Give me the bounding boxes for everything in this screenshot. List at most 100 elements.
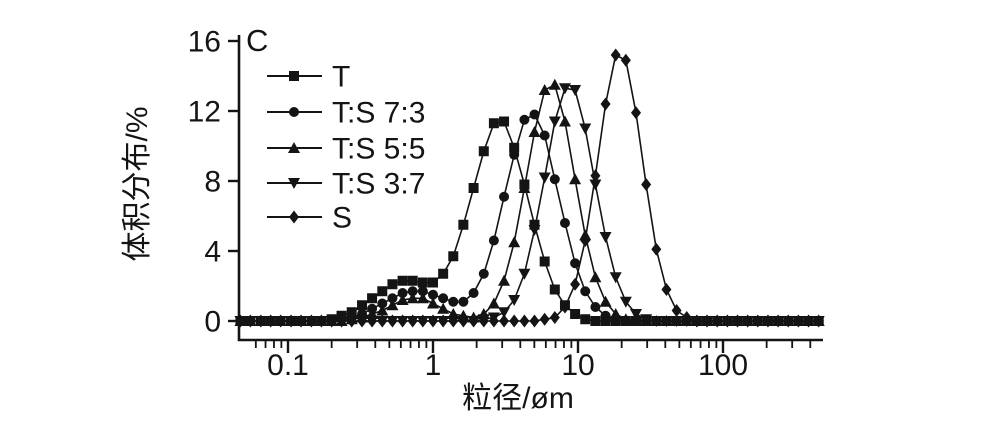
diamond-marker	[275, 314, 286, 328]
diamond-marker	[732, 314, 743, 328]
circle-marker	[458, 296, 469, 307]
square-marker	[367, 293, 378, 304]
diamond-marker	[316, 314, 327, 328]
triangle-down-marker	[569, 85, 582, 96]
diamond-marker	[458, 314, 469, 328]
triangle-up-marker	[569, 173, 582, 185]
triangle-up-marker	[386, 299, 399, 311]
legend-triangle-down-icon	[288, 178, 300, 189]
triangle-up-marker	[508, 236, 521, 248]
triangle-up-marker	[376, 304, 389, 316]
legend-circle-icon	[289, 107, 299, 117]
circle-marker	[529, 109, 540, 120]
triangle-up-marker	[609, 308, 622, 319]
diamond-marker	[631, 106, 642, 120]
circle-marker	[417, 286, 428, 297]
x-axis-title: 粒径/øm	[462, 382, 574, 415]
diamond-marker	[407, 314, 418, 328]
triangle-up-marker	[630, 315, 643, 326]
diamond-marker	[377, 314, 388, 328]
circle-marker	[509, 149, 520, 160]
diamond-marker	[712, 314, 723, 328]
triangle-down-marker	[650, 316, 663, 327]
x-tick-label: 0.1	[267, 349, 309, 382]
legend-item-T-S-5-5: T:S 5:5	[267, 133, 425, 166]
circle-marker	[488, 235, 499, 246]
legend-label: T:S 7:3	[332, 97, 425, 130]
diamond-marker	[286, 314, 297, 328]
square-marker	[387, 279, 398, 290]
triangle-up-marker	[437, 302, 450, 314]
x-tick-label: 100	[698, 349, 748, 382]
x-tick-label: 1	[425, 349, 442, 382]
triangle-up-marker	[406, 292, 419, 304]
legend-square-icon	[289, 71, 299, 81]
triangle-down-marker	[599, 232, 612, 243]
legend-triangle-up-icon	[288, 142, 300, 153]
diamond-marker	[651, 242, 662, 256]
triangle-down-marker	[640, 314, 653, 326]
diamond-marker	[549, 311, 560, 324]
diamond-marker	[762, 314, 773, 328]
diamond-marker	[417, 314, 428, 328]
triangle-down-marker	[579, 123, 592, 135]
square-marker	[509, 142, 520, 153]
diamond-marker	[600, 97, 611, 111]
diamond-marker	[509, 314, 520, 328]
legend-item-T-S-3-7: T:S 3:7	[267, 168, 425, 201]
diamond-marker	[570, 277, 581, 291]
triangle-down-marker	[660, 316, 673, 327]
circle-marker	[448, 296, 459, 307]
triangle-up-marker	[396, 294, 409, 305]
square-marker	[499, 116, 510, 127]
square-marker	[448, 251, 459, 262]
circle-marker	[499, 191, 510, 202]
triangle-down-marker	[538, 172, 551, 184]
legend-label: T	[332, 61, 350, 94]
triangle-down-marker	[558, 83, 571, 95]
triangle-up-marker	[589, 271, 602, 283]
diamond-marker	[326, 314, 337, 328]
triangle-down-marker	[548, 116, 561, 128]
triangle-up-marker	[427, 297, 439, 309]
legend-item-S: S	[267, 202, 352, 235]
axis-spines	[237, 35, 823, 342]
diamond-marker	[397, 314, 408, 328]
y-tick-label: 4	[204, 236, 221, 269]
y-tick-label: 12	[188, 96, 221, 129]
triangle-up-marker	[518, 182, 531, 193]
triangle-down-marker	[609, 272, 622, 284]
diamond-marker	[559, 300, 570, 314]
series-layer	[234, 48, 825, 328]
series-S	[235, 48, 824, 328]
diamond-marker	[661, 283, 672, 296]
diamond-marker	[773, 314, 784, 328]
circle-marker	[438, 293, 449, 304]
legend-diamond-icon	[289, 210, 299, 224]
square-marker	[346, 307, 357, 318]
square-marker	[478, 146, 489, 157]
diamond-marker	[265, 314, 276, 328]
square-marker	[488, 118, 499, 129]
diamond-marker	[590, 169, 601, 183]
diamond-marker	[488, 314, 499, 328]
triangle-down-marker	[589, 179, 602, 191]
legend-label: S	[332, 202, 352, 235]
triangle-down-marker	[619, 296, 632, 308]
diamond-marker	[468, 314, 479, 328]
diamond-marker	[387, 314, 398, 328]
legend: TT:S 7:3T:S 5:5T:S 3:7S	[267, 61, 425, 235]
square-marker	[529, 219, 540, 230]
triangle-down-marker	[528, 225, 541, 236]
circle-marker	[407, 286, 418, 297]
diamond-marker	[499, 314, 510, 328]
triangle-up-marker	[487, 297, 500, 309]
square-marker	[377, 286, 388, 297]
square-marker	[539, 256, 550, 267]
legend-item-T-S-7-3: T:S 7:3	[267, 97, 425, 130]
axes: 0 4 8 12 16 0.1 1 10 100	[188, 26, 823, 382]
y-tick-label: 8	[204, 166, 221, 199]
triangle-down-marker	[508, 295, 521, 306]
triangle-up-marker	[416, 292, 429, 304]
